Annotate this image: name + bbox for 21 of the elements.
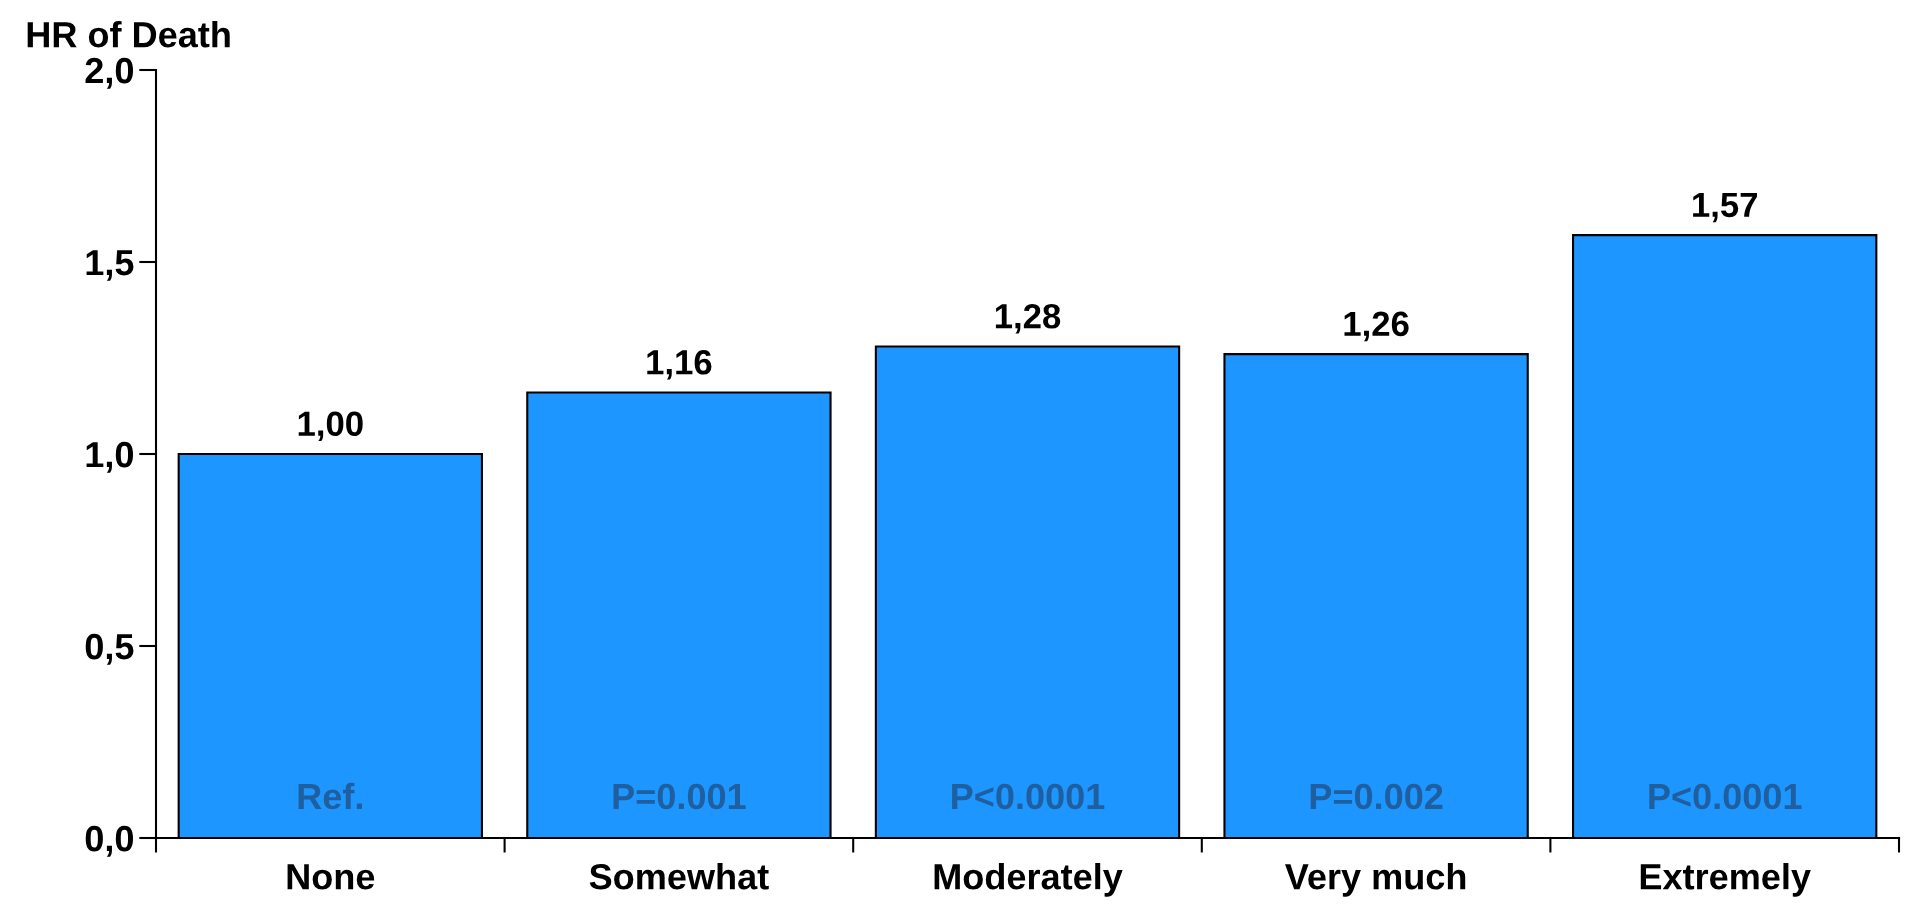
x-tick-label: Somewhat xyxy=(589,863,769,890)
annotation: P=0.002 xyxy=(1310,783,1443,810)
y-tick-label: 2,0 xyxy=(85,57,133,89)
x-tick-label: None xyxy=(287,864,375,890)
data-label: 1,26 xyxy=(1344,311,1409,342)
annotation: P<0.0001 xyxy=(952,783,1105,810)
annotation: Ref. xyxy=(298,782,362,810)
y-tick-label: 0,5 xyxy=(85,633,134,665)
data-label: 1,28 xyxy=(995,303,1061,334)
y-axis-title: HR of Death xyxy=(27,20,230,48)
data-label: 1,16 xyxy=(647,350,712,380)
x-tick-label: Extremely xyxy=(1640,863,1811,897)
annotation: P<0.0001 xyxy=(1649,783,1802,810)
data-label: 1,57 xyxy=(1693,192,1757,223)
y-tick-label: 1,5 xyxy=(86,250,134,281)
y-tick-label: 0,0 xyxy=(85,825,133,857)
y-tick-label: 1,0 xyxy=(86,441,133,473)
x-tick-label: Moderately xyxy=(934,863,1123,897)
annotation: P=0.001 xyxy=(613,783,746,810)
x-tick-label: Very much xyxy=(1285,863,1466,897)
data-label: 1,00 xyxy=(298,411,363,442)
